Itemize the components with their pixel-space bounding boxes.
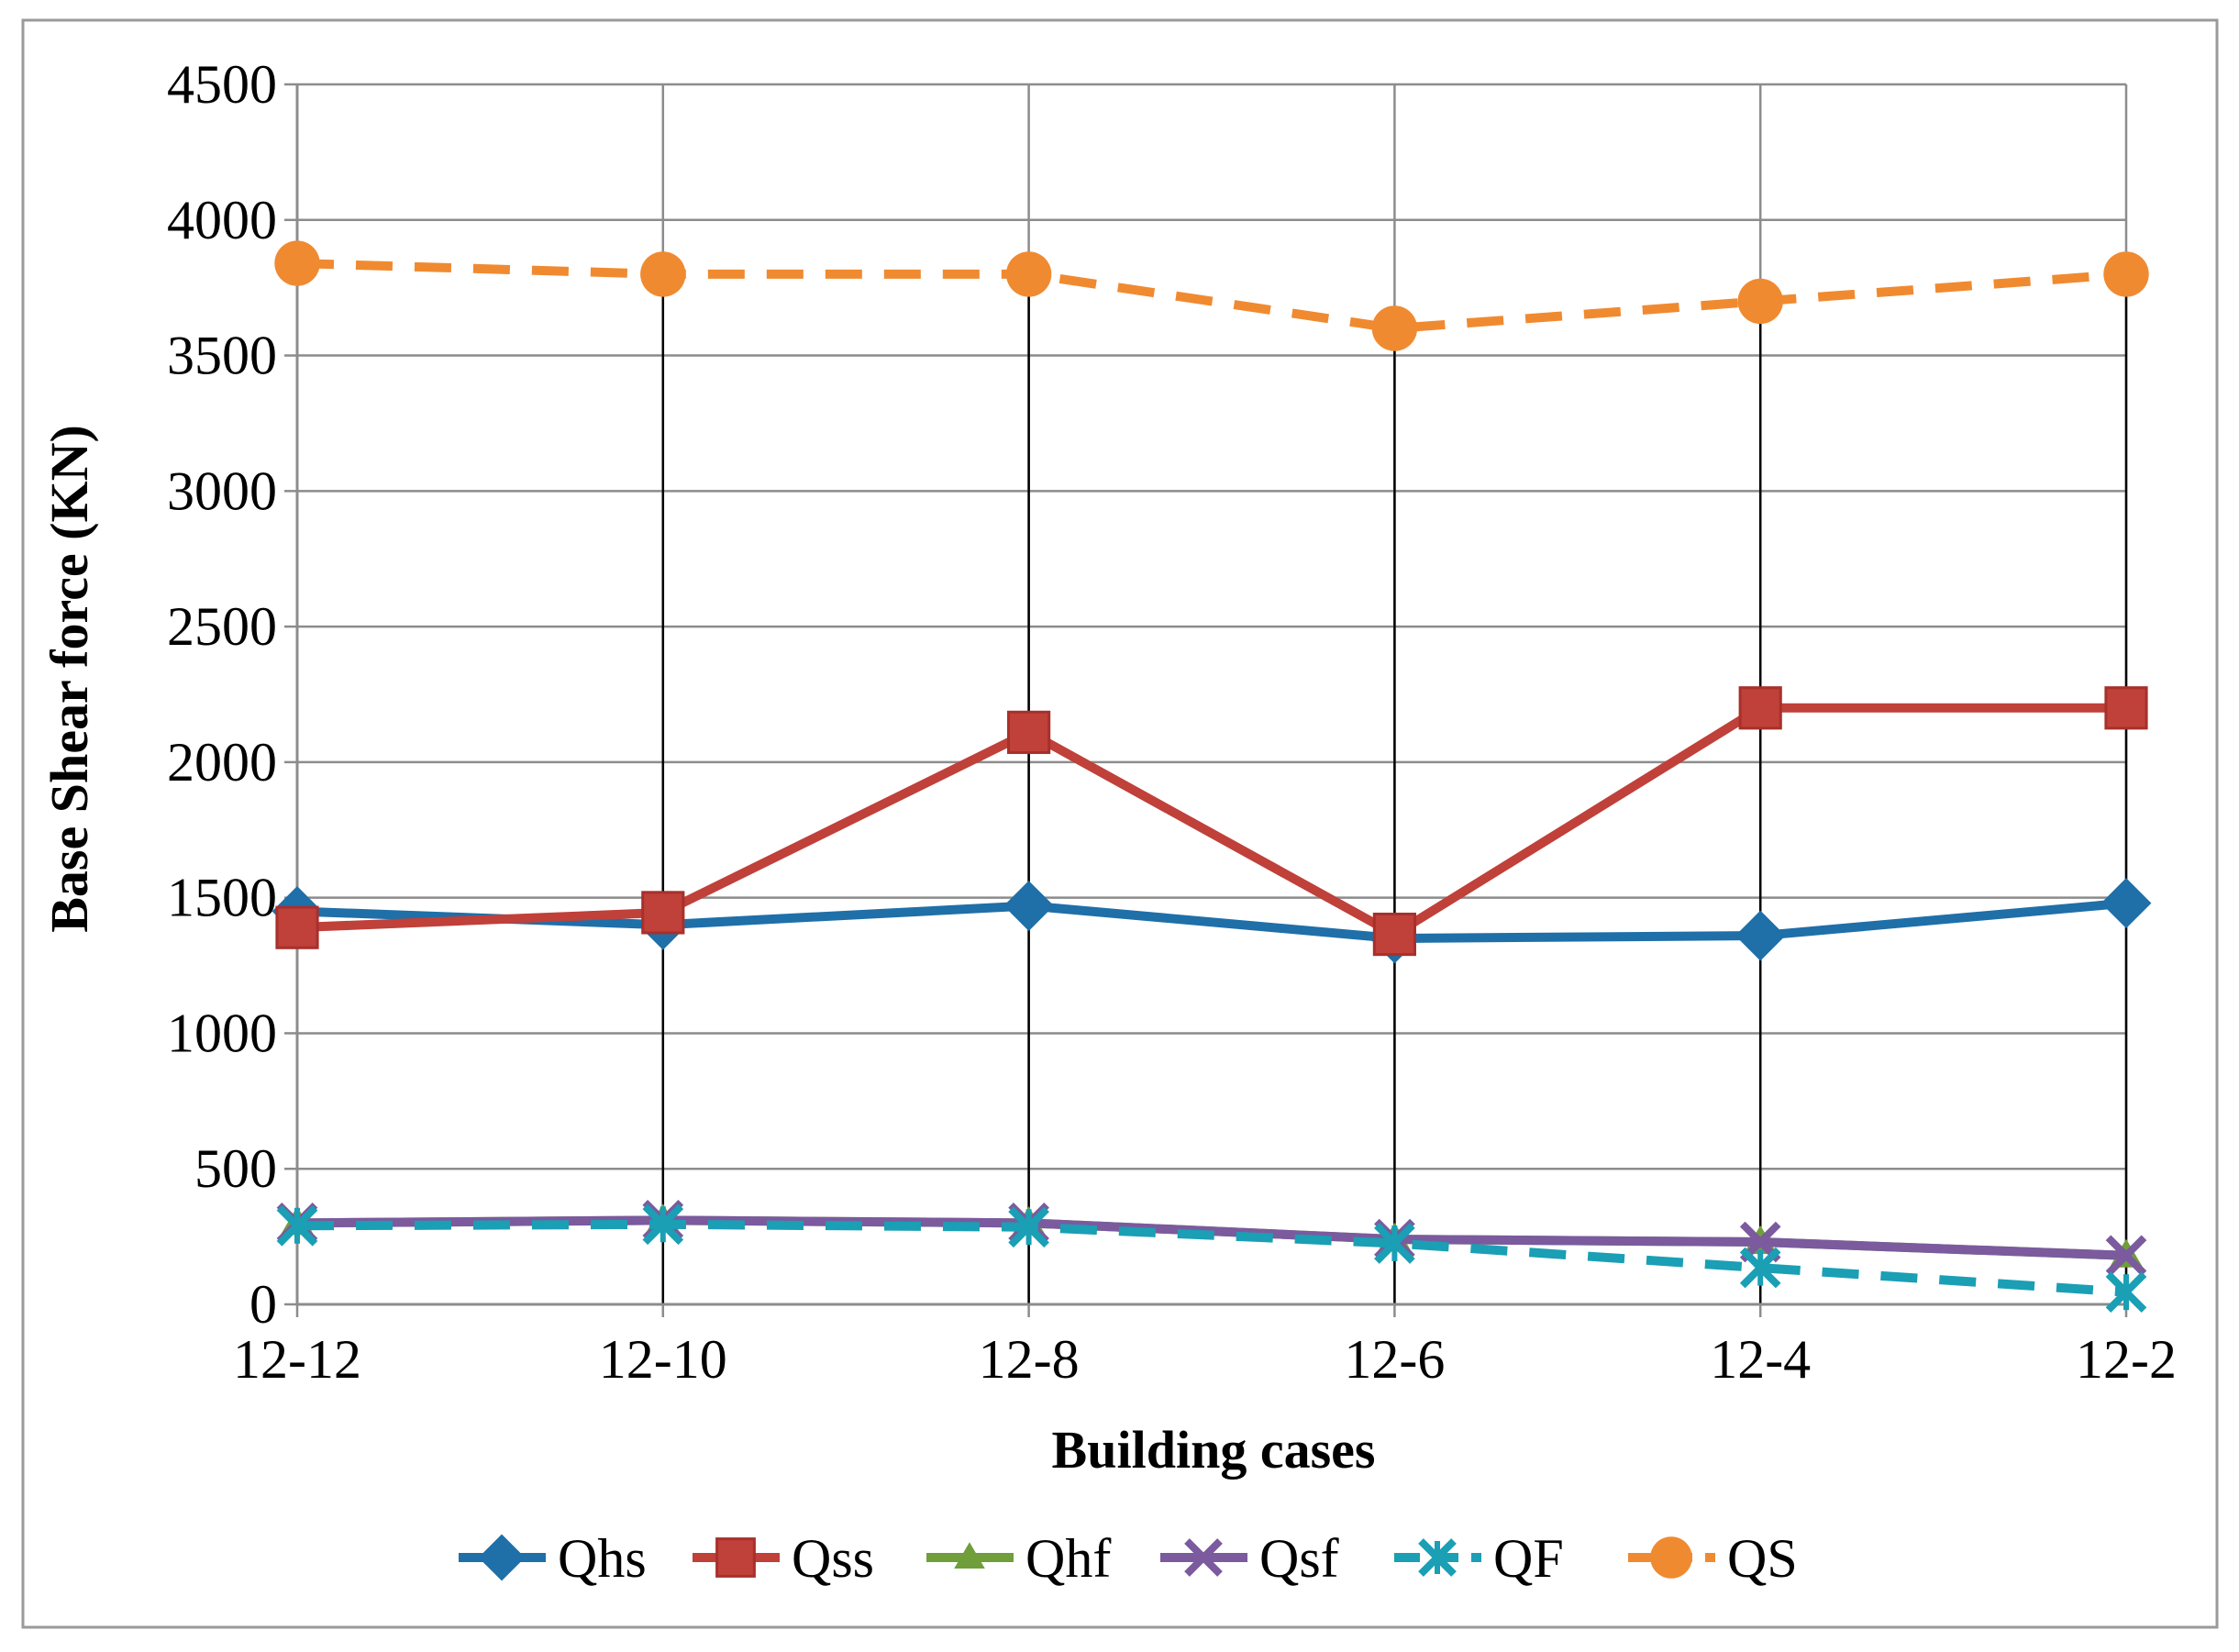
data-point-qss [1007,710,1051,754]
x-tick-label: 12-8 [979,1329,1080,1390]
data-point-qs [2103,251,2149,297]
y-tick-label: 1500 [167,868,277,928]
y-axis-title: Base Shear force (KN) [39,425,99,933]
legend: Qhs Qss Qhf Qsf QF QS [459,1528,1798,1589]
data-point-qhs [1735,910,1786,961]
data-point-qhs [1003,881,1055,931]
series-qs [274,240,2149,351]
data-point-qs [1371,305,1418,351]
data-point-qhs [2100,878,2152,928]
data-point-qss [641,891,685,935]
legend-item-qhf: Qhf [926,1528,1111,1589]
legend-marker-qsf [1184,1538,1223,1577]
y-tick-label: 4500 [167,54,277,115]
legend-label: QS [1727,1528,1798,1589]
legend-label: Qhf [1025,1528,1111,1589]
marker-stroke [2105,1235,2147,1277]
legend-marker-qs [1650,1536,1692,1579]
legend-item-qsf: Qsf [1160,1528,1339,1589]
tick-labels: 0 500 1000 1500 2000 2500 3000 3500 4000 4500 12-1… [167,54,2177,1390]
legend-marker-qf [1418,1538,1457,1577]
series-line-qf [296,1219,2127,1297]
data-point-qss [1372,912,1417,957]
series-line-qss [296,703,2126,939]
data-point-qf [1008,1206,1049,1248]
x-axis-title: Building cases [1052,1420,1376,1480]
data-point-qss [275,905,319,949]
y-tick-label: 1000 [167,1003,277,1063]
y-tick-label: 2500 [167,596,277,657]
x-tick-label: 12-2 [2076,1329,2177,1390]
x-tick-label: 12-12 [233,1329,361,1390]
data-point-qs [1005,251,1052,297]
data-point-qs [640,251,686,297]
legend-label: Qsf [1259,1528,1339,1589]
y-tick-label: 4000 [167,190,277,250]
legend-item-qs: QS [1628,1528,1798,1589]
legend-item-qf: QF [1394,1528,1564,1589]
legend-item-qhs: Qhs [459,1528,647,1589]
legend-label: Qhs [558,1528,647,1589]
legend-marker-qhs [478,1534,526,1581]
data-point-qs [1737,278,1783,325]
y-tick-label: 3500 [167,326,277,386]
data-point-qf [1374,1223,1415,1264]
data-point-qf [276,1204,318,1247]
data-point-qs [274,240,320,286]
y-tick-label: 0 [249,1274,277,1335]
series-qss [275,686,2148,957]
legend-label: Qss [792,1528,874,1589]
x-tick-label: 12-4 [1710,1329,1811,1390]
series-line-qhs [296,898,2127,943]
x-tick-label: 12-10 [599,1329,727,1390]
legend-marker-qss [715,1537,756,1578]
legend-label: QF [1493,1528,1564,1589]
series-qf [276,1203,2147,1314]
y-tick-label: 3000 [167,460,277,521]
x-tick-label: 12-6 [1344,1329,1445,1390]
data-point-qsf [2105,1235,2147,1277]
data-point-qss [2104,686,2148,730]
data-point-qf [642,1203,684,1246]
data-point-qf [1739,1247,1781,1289]
data-point-qf [2105,1271,2147,1314]
y-tick-label: 500 [194,1138,277,1199]
legend-marker-qhf [954,1542,985,1569]
y-tick-label: 2000 [167,732,277,793]
series-layer [272,240,2152,1314]
marker-stroke [1184,1538,1223,1577]
series-line-qs [296,259,2127,333]
legend-item-qss: Qss [693,1528,874,1589]
data-point-qss [1738,686,1782,730]
